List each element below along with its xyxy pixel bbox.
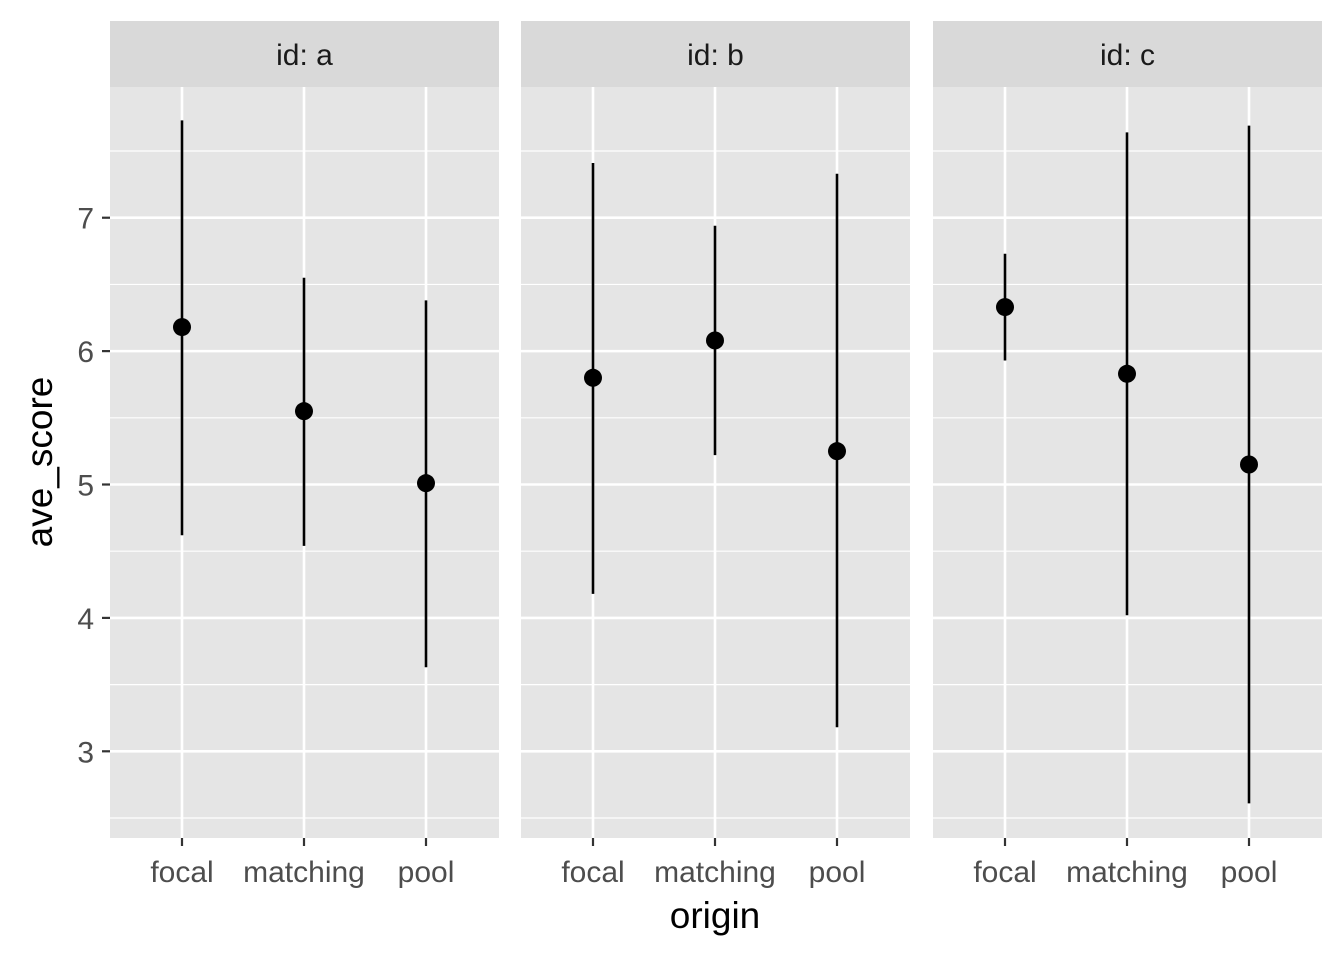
point-focal bbox=[996, 298, 1014, 317]
y-tick-label: 7 bbox=[77, 203, 94, 236]
facet-panel-1: id: b focal matching pool bbox=[521, 21, 910, 889]
point-matching bbox=[295, 402, 313, 421]
facet-strip-label: id: b bbox=[687, 39, 744, 72]
x-tick-label: focal bbox=[973, 856, 1036, 889]
facet-strip bbox=[110, 21, 499, 87]
x-tick-label: matching bbox=[1066, 856, 1188, 889]
x-tick-label: matching bbox=[654, 856, 776, 889]
y-tick-label: 4 bbox=[77, 603, 94, 636]
point-matching bbox=[706, 331, 724, 350]
facet-panels: id: a focal matching pool id: b focal matching… bbox=[110, 21, 1322, 889]
y-tick-label: 6 bbox=[77, 336, 94, 369]
point-pool bbox=[1240, 455, 1258, 474]
facet-strip bbox=[521, 21, 910, 87]
x-tick-label: matching bbox=[243, 856, 365, 889]
x-tick-label: focal bbox=[561, 856, 624, 889]
y-tick-label: 3 bbox=[77, 736, 94, 769]
point-pool bbox=[417, 474, 435, 493]
x-axis-title: origin bbox=[670, 895, 761, 936]
point-focal bbox=[584, 368, 602, 387]
facet-strip-label: id: c bbox=[1100, 39, 1155, 72]
point-focal bbox=[173, 318, 191, 337]
x-tick-label: pool bbox=[809, 856, 866, 889]
y-axis-title: ave_score bbox=[19, 377, 60, 548]
facet-strip bbox=[933, 21, 1322, 87]
x-tick-label: pool bbox=[1221, 856, 1278, 889]
y-axis: 3 4 5 6 7 bbox=[77, 203, 110, 769]
facet-panel-2: id: c focal matching pool bbox=[933, 21, 1322, 889]
x-tick-label: focal bbox=[150, 856, 213, 889]
y-tick-label: 5 bbox=[77, 470, 94, 503]
facet-panel-0: id: a focal matching pool bbox=[110, 21, 499, 889]
point-matching bbox=[1118, 364, 1136, 383]
facet-strip-label: id: a bbox=[276, 39, 333, 72]
x-tick-label: pool bbox=[398, 856, 455, 889]
point-pool bbox=[828, 442, 846, 461]
